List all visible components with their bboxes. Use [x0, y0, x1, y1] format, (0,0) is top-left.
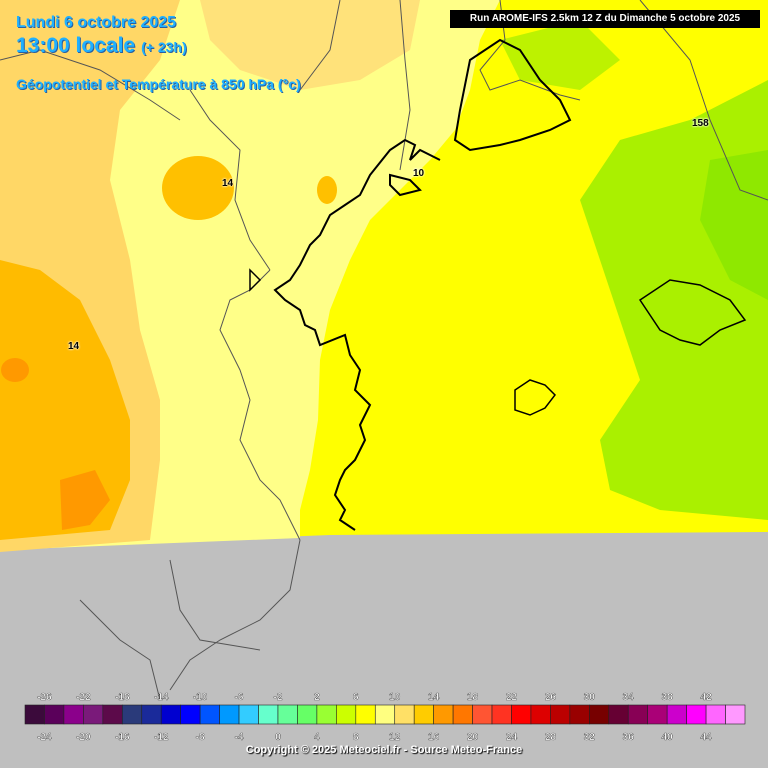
field-14-16-blob: [162, 156, 234, 220]
legend-swatch: [569, 704, 590, 725]
legend-swatch: [647, 704, 668, 725]
legend-label: 28: [545, 732, 557, 743]
legend-label: 12: [389, 732, 401, 743]
legend-label: 2: [314, 692, 320, 703]
legend-swatch: [452, 704, 473, 725]
legend-swatch: [219, 704, 240, 725]
legend-label: 4: [314, 732, 320, 743]
legend-label: -22: [76, 692, 91, 703]
legend-label: 26: [545, 692, 557, 703]
copyright: Copyright © 2025 Meteociel.fr - Source M…: [245, 744, 523, 756]
legend-swatch: [121, 704, 143, 725]
local-time: 13:00 locale: [16, 34, 136, 57]
legend-swatch: [627, 704, 649, 725]
legend-label: -26: [37, 692, 52, 703]
run-info: Run AROME-IFS 2.5km 12 Z du Dimanche 5 o…: [450, 10, 760, 28]
field-6-8-edge: [700, 150, 768, 300]
legend-swatch: [63, 704, 84, 725]
contour-label: 14: [222, 178, 234, 189]
legend-swatch: [725, 704, 746, 725]
contour-label: 14: [68, 341, 80, 352]
field-14-16-small: [317, 176, 337, 204]
legend-swatch: [608, 704, 629, 725]
legend-label: 10: [389, 692, 401, 703]
coastline: [273, 38, 572, 531]
field-14-16-west: [0, 260, 130, 540]
legend-label: -20: [76, 732, 91, 743]
field-16-18-small: [1, 358, 29, 382]
legend-swatch: [83, 704, 104, 725]
legend-swatch: [44, 704, 65, 725]
legend-swatch: [24, 704, 45, 725]
legend-label: 16: [428, 732, 440, 743]
legend-swatch: [530, 704, 551, 725]
legend-swatch: [589, 704, 610, 725]
legend-swatch: [238, 704, 259, 725]
legend-label: -10: [193, 692, 208, 703]
legend-label: 38: [662, 692, 674, 703]
legend-swatch: [472, 704, 493, 725]
legend-label: -24: [37, 732, 52, 743]
color-legend: -26 -22 -18 -14 -10 -6 -2 2 6 10 14 18 22 26 30 34 38 42-…: [24, 692, 746, 743]
legend-swatch: [413, 704, 434, 725]
legend-label: 18: [467, 692, 479, 703]
legend-label: -14: [154, 692, 169, 703]
legend-swatch: [550, 704, 571, 725]
legend-swatch: [355, 704, 376, 725]
legend-swatch: [491, 704, 512, 725]
legend-label: 32: [584, 732, 596, 743]
legend-label: 6: [353, 692, 359, 703]
legend-label: -2: [274, 692, 283, 703]
legend-swatch: [180, 704, 201, 725]
field-16-18: [60, 470, 110, 530]
legend-label: -4: [235, 732, 244, 743]
legend-label: -18: [115, 692, 130, 703]
legend-label: 30: [584, 692, 596, 703]
legend-swatch: [277, 704, 298, 725]
field-6-8-northeast: [500, 20, 620, 90]
legend-label: 14: [428, 692, 440, 703]
legend-label: 36: [623, 732, 635, 743]
field-12-14-north: [200, 0, 420, 90]
legend-label: 0: [275, 732, 281, 743]
legend-swatch: [394, 704, 415, 725]
legend-swatch: [336, 704, 357, 725]
legend-label: 34: [623, 692, 635, 703]
islands: [249, 268, 747, 416]
forecast-date: Lundi 6 octobre 2025: [16, 14, 177, 31]
legend-swatch: [705, 704, 726, 725]
legend-label: 42: [701, 692, 713, 703]
legend-label: 40: [662, 732, 674, 743]
legend-swatch: [160, 704, 181, 725]
forecast-time: 13:00 locale (+ 23h): [16, 34, 187, 58]
legend-label: -16: [115, 732, 130, 743]
legend-swatch: [141, 704, 162, 725]
legend-label: 24: [506, 732, 518, 743]
legend-swatch: [297, 704, 318, 725]
legend-label: 8: [353, 732, 359, 743]
legend-label: -12: [154, 732, 169, 743]
legend-label: 22: [506, 692, 518, 703]
legend-swatch: [316, 704, 337, 725]
contour-label: 10: [413, 168, 425, 179]
legend-swatch: [666, 704, 687, 725]
legend-swatch: [686, 704, 707, 725]
legend-swatch: [374, 704, 396, 725]
legend-swatch: [102, 704, 123, 725]
legend-label: 20: [467, 732, 479, 743]
legend-label: -6: [235, 692, 244, 703]
legend-swatch: [511, 704, 532, 725]
parameter-title: Géopotentiel et Température à 850 hPa (°…: [16, 76, 301, 92]
lead-time: (+ 23h): [141, 39, 187, 55]
legend-swatch: [199, 704, 220, 725]
legend-swatch: [258, 704, 279, 725]
legend-label: -8: [196, 732, 205, 743]
legend-label: 44: [701, 732, 713, 743]
contour-label: 158: [692, 118, 709, 129]
legend-swatch: [433, 704, 454, 725]
